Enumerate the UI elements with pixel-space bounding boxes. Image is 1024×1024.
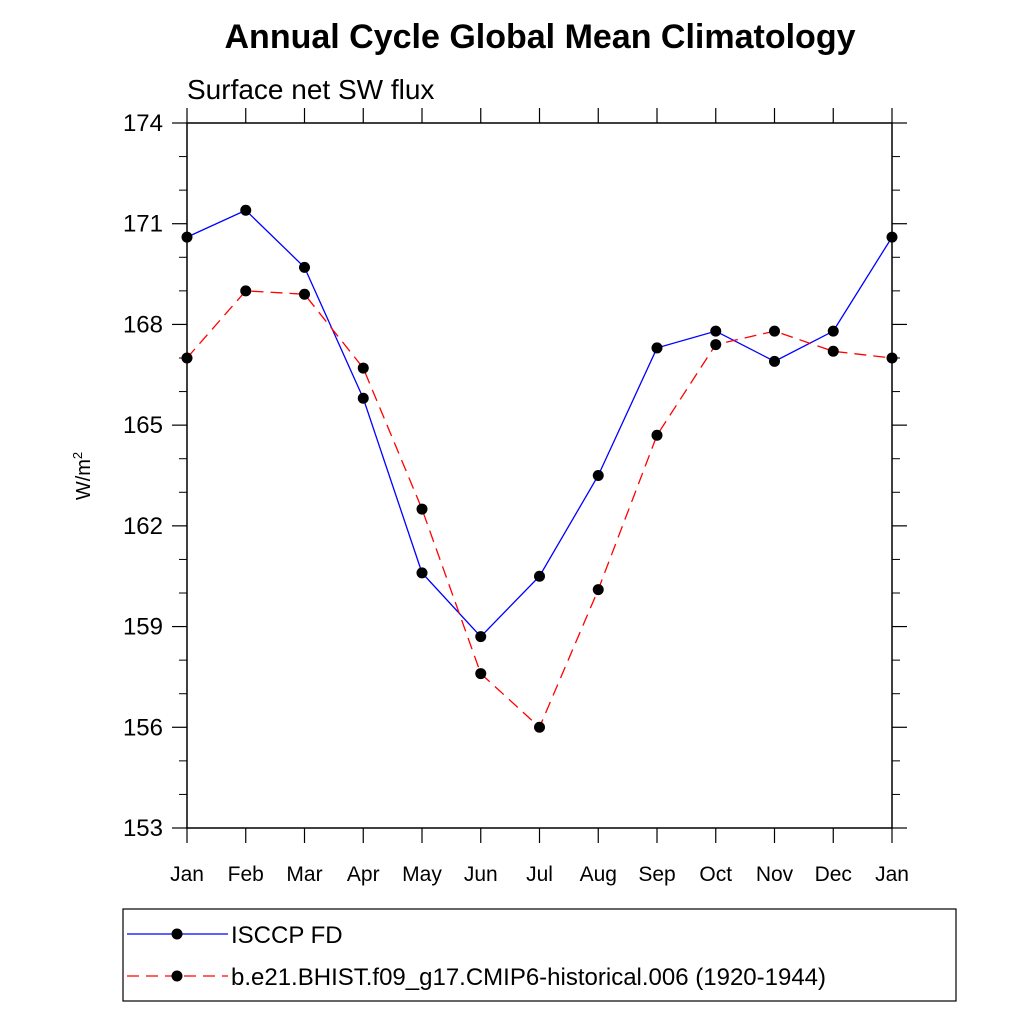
series-2-point [769, 325, 780, 337]
series-2-point [651, 429, 663, 441]
y-tick-label: 156 [123, 714, 163, 741]
x-tick-label: Mar [286, 863, 322, 886]
series-1-point [534, 570, 545, 582]
x-tick-label: Sep [638, 863, 675, 886]
series-1-point [592, 470, 604, 481]
y-tick-label: 165 [123, 412, 163, 439]
x-tick-label: Nov [756, 863, 794, 886]
y-tick-label: 168 [123, 311, 163, 338]
chart-subtitle: Surface net SW flux [187, 74, 434, 105]
y-axis-label: W/m2 [70, 452, 95, 500]
x-tick-label: Jan [875, 863, 909, 886]
y-axis-label-text: W/m [73, 459, 95, 500]
series-2-point [886, 352, 898, 364]
x-tick-label: Feb [228, 863, 264, 886]
y-axis: 153 156 159 162 165 168 171 174 [123, 110, 907, 842]
series-1-point [240, 204, 252, 216]
series-2-point [299, 288, 310, 300]
x-tick-label: Jul [526, 863, 553, 886]
chart-title: Annual Cycle Global Mean Climatology [225, 18, 856, 56]
x-tick-label: May [402, 863, 442, 886]
series-1-point [181, 231, 193, 243]
series-1-point [827, 325, 839, 337]
series-2-point [710, 339, 722, 351]
series-1-point [769, 355, 780, 367]
legend-label-2: b.e21.BHIST.f09_g17.CMIP6-historical.006… [231, 964, 826, 991]
y-tick-label: 162 [123, 513, 163, 540]
y-axis-label-superscript: 2 [70, 452, 85, 459]
legend: ISCCP FD b.e21.BHIST.f09_g17.CMIP6-histor… [127, 922, 826, 991]
series-layer [181, 204, 898, 733]
legend-marker-1 [171, 928, 183, 940]
x-tick-label: Apr [347, 863, 380, 886]
series-2-point [827, 345, 839, 357]
y-tick-label: 171 [123, 211, 163, 238]
x-tick-label: Jan [170, 863, 204, 886]
x-tick-label: Dec [815, 863, 852, 886]
series-2-point [416, 503, 428, 515]
series-line-2 [186, 290, 893, 729]
x-tick-label: Oct [699, 863, 732, 886]
series-1-point [651, 342, 663, 354]
series-1-point [710, 325, 722, 337]
series-2-point [592, 584, 604, 596]
y-tick-label: 153 [123, 815, 163, 842]
y-tick-label: 159 [123, 614, 163, 641]
series-2-point [181, 352, 193, 364]
legend-marker-2 [171, 970, 183, 982]
series-1-point [886, 231, 898, 243]
series-1-point [416, 567, 428, 579]
x-axis: Jan Feb Mar Apr May Jun Jul Aug Sep Oct Nov Dec Jan [170, 108, 909, 886]
series-2-point [240, 285, 252, 297]
x-tick-label: Aug [580, 863, 617, 886]
y-tick-label: 174 [123, 110, 163, 137]
legend-box [122, 908, 957, 1002]
series-2-point [534, 721, 545, 733]
series-2-point [475, 668, 487, 680]
x-tick-label: Jun [464, 863, 498, 886]
series-2-point [357, 362, 369, 374]
series-1-point [475, 631, 487, 643]
series-1-point [357, 392, 369, 404]
series-1-point [299, 261, 310, 273]
legend-label-1: ISCCP FD [231, 922, 343, 949]
